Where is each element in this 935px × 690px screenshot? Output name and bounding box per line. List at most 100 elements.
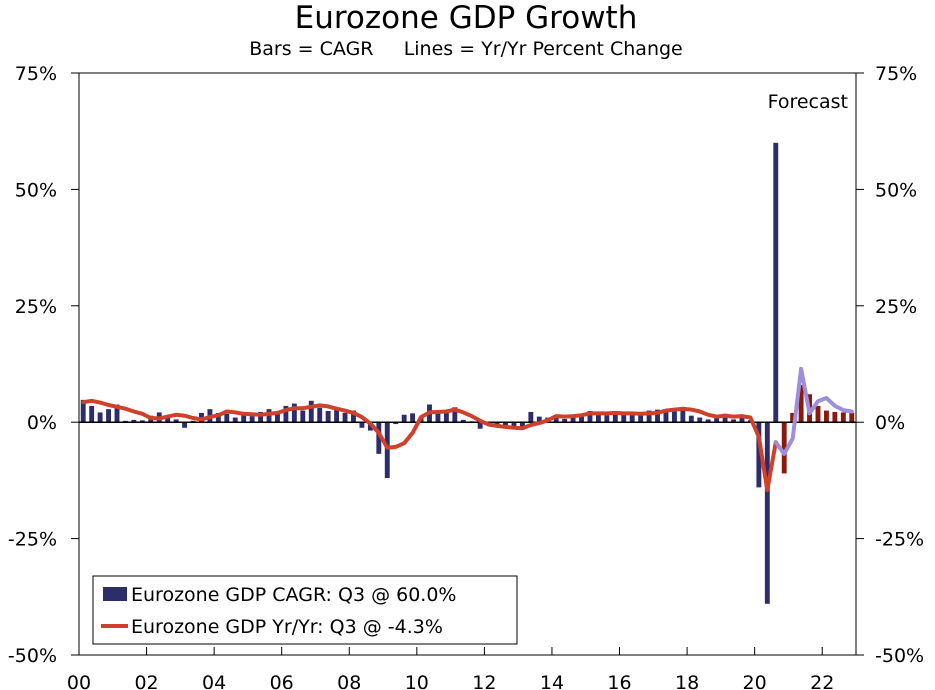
cagr-bar bbox=[114, 404, 120, 423]
cagr-bar bbox=[283, 405, 289, 423]
cagr-bar bbox=[570, 414, 576, 423]
y-tick-label-right: 50% bbox=[875, 179, 917, 201]
cagr-bar bbox=[131, 419, 137, 423]
chart-subtitle: Bars = CAGR Lines = Yr/Yr Percent Change bbox=[249, 38, 682, 60]
x-axis: 00 02 04 06 08 10 12 14 16 18 20 22 bbox=[67, 647, 834, 690]
x-tick-label: 02 bbox=[134, 672, 158, 690]
y-tick-label-right: 75% bbox=[875, 63, 917, 85]
plot-frame bbox=[78, 72, 857, 656]
cagr-bar bbox=[612, 413, 618, 423]
cagr-bar bbox=[595, 413, 601, 423]
y-axis-right: 75% 50% 25% 0% -25% -50% bbox=[856, 63, 924, 667]
cagr-bar bbox=[325, 411, 331, 423]
cagr-bars bbox=[80, 142, 855, 604]
cagr-bar bbox=[106, 409, 112, 423]
cagr-bar bbox=[477, 422, 483, 429]
cagr-bar bbox=[173, 419, 179, 423]
x-tick-label: 04 bbox=[202, 672, 226, 690]
x-tick-label: 14 bbox=[540, 672, 564, 690]
legend-label-cagr: Eurozone GDP CAGR: Q3 @ 60.0% bbox=[131, 584, 456, 606]
cagr-bar bbox=[410, 413, 416, 423]
yoy-actual-line bbox=[81, 398, 778, 493]
cagr-bar bbox=[604, 415, 610, 423]
cagr-bar bbox=[756, 422, 762, 488]
y-tick-label-left: 75% bbox=[15, 63, 57, 85]
cagr-bar bbox=[764, 422, 770, 604]
cagr-bar bbox=[671, 409, 677, 423]
x-tick-label: 12 bbox=[472, 672, 496, 690]
y-tick-label-left: -50% bbox=[8, 645, 57, 667]
cagr-bar bbox=[823, 410, 829, 423]
y-tick-label-left: 0% bbox=[27, 412, 57, 434]
cagr-bar bbox=[536, 416, 542, 423]
cagr-bar bbox=[587, 411, 593, 423]
cagr-bar bbox=[452, 407, 458, 423]
cagr-bar bbox=[435, 413, 441, 423]
y-tick-label-left: -25% bbox=[8, 529, 57, 551]
cagr-bar bbox=[511, 422, 517, 427]
cagr-bar bbox=[80, 399, 86, 423]
cagr-bar bbox=[443, 411, 449, 423]
cagr-bar bbox=[781, 422, 787, 474]
cagr-bar bbox=[638, 413, 644, 423]
cagr-bar bbox=[655, 409, 660, 423]
y-axis-left: 75% 50% 25% 0% -25% -50% bbox=[8, 63, 79, 667]
cagr-bar bbox=[232, 417, 238, 423]
cagr-bar bbox=[697, 417, 703, 423]
legend: Eurozone GDP CAGR: Q3 @ 60.0% Eurozone G… bbox=[92, 575, 518, 645]
x-tick-label: 08 bbox=[337, 672, 361, 690]
cagr-bar bbox=[519, 422, 525, 428]
cagr-bar bbox=[300, 410, 306, 423]
y-tick-label-right: 0% bbox=[875, 412, 905, 434]
cagr-bar bbox=[840, 412, 846, 423]
cagr-bar bbox=[317, 407, 323, 423]
cagr-bar bbox=[393, 422, 399, 425]
cagr-bar bbox=[528, 411, 534, 423]
cagr-bar bbox=[97, 412, 103, 423]
legend-box bbox=[92, 575, 518, 645]
legend-bar-swatch bbox=[103, 587, 127, 601]
cagr-bar bbox=[165, 415, 171, 423]
y-tick-label-right: -25% bbox=[875, 529, 924, 551]
x-tick-label: 18 bbox=[675, 672, 699, 690]
yoy-forecast-line bbox=[773, 366, 854, 456]
cagr-bar bbox=[553, 415, 559, 423]
cagr-bar bbox=[139, 420, 145, 423]
cagr-bar bbox=[714, 415, 720, 423]
cagr-bar bbox=[722, 413, 728, 423]
cagr-bar bbox=[849, 412, 855, 423]
cagr-bar bbox=[688, 415, 694, 423]
cagr-bar bbox=[308, 400, 314, 423]
cagr-bar bbox=[384, 422, 390, 479]
cagr-bar bbox=[224, 413, 230, 423]
cagr-bar bbox=[241, 415, 247, 423]
cagr-bar bbox=[376, 422, 382, 454]
y-tick-label-right: 25% bbox=[875, 296, 917, 318]
x-tick-label: 22 bbox=[810, 672, 834, 690]
y-tick-label-left: 50% bbox=[15, 179, 57, 201]
x-tick-label: 20 bbox=[743, 672, 767, 690]
cagr-bar bbox=[579, 415, 584, 423]
cagr-bar bbox=[815, 405, 821, 423]
x-tick-label: 06 bbox=[270, 672, 294, 690]
cagr-bar bbox=[460, 419, 466, 423]
cagr-bar bbox=[291, 403, 297, 423]
cagr-bar bbox=[342, 412, 348, 423]
x-tick-label: 10 bbox=[405, 672, 429, 690]
cagr-bar bbox=[275, 411, 280, 423]
cagr-bar bbox=[798, 384, 804, 423]
cagr-bar bbox=[359, 422, 365, 428]
cagr-bar bbox=[182, 422, 188, 428]
cagr-bar bbox=[258, 411, 264, 423]
cagr-bar bbox=[562, 418, 568, 423]
cagr-bar bbox=[739, 416, 745, 423]
chart-title: Eurozone GDP Growth bbox=[295, 0, 638, 36]
cagr-bar bbox=[401, 414, 407, 423]
cagr-bar bbox=[731, 419, 736, 423]
cagr-bar bbox=[680, 410, 686, 423]
cagr-bar bbox=[351, 410, 356, 423]
cagr-bar bbox=[629, 414, 635, 423]
cagr-bar bbox=[705, 419, 711, 423]
cagr-bar bbox=[249, 416, 255, 423]
